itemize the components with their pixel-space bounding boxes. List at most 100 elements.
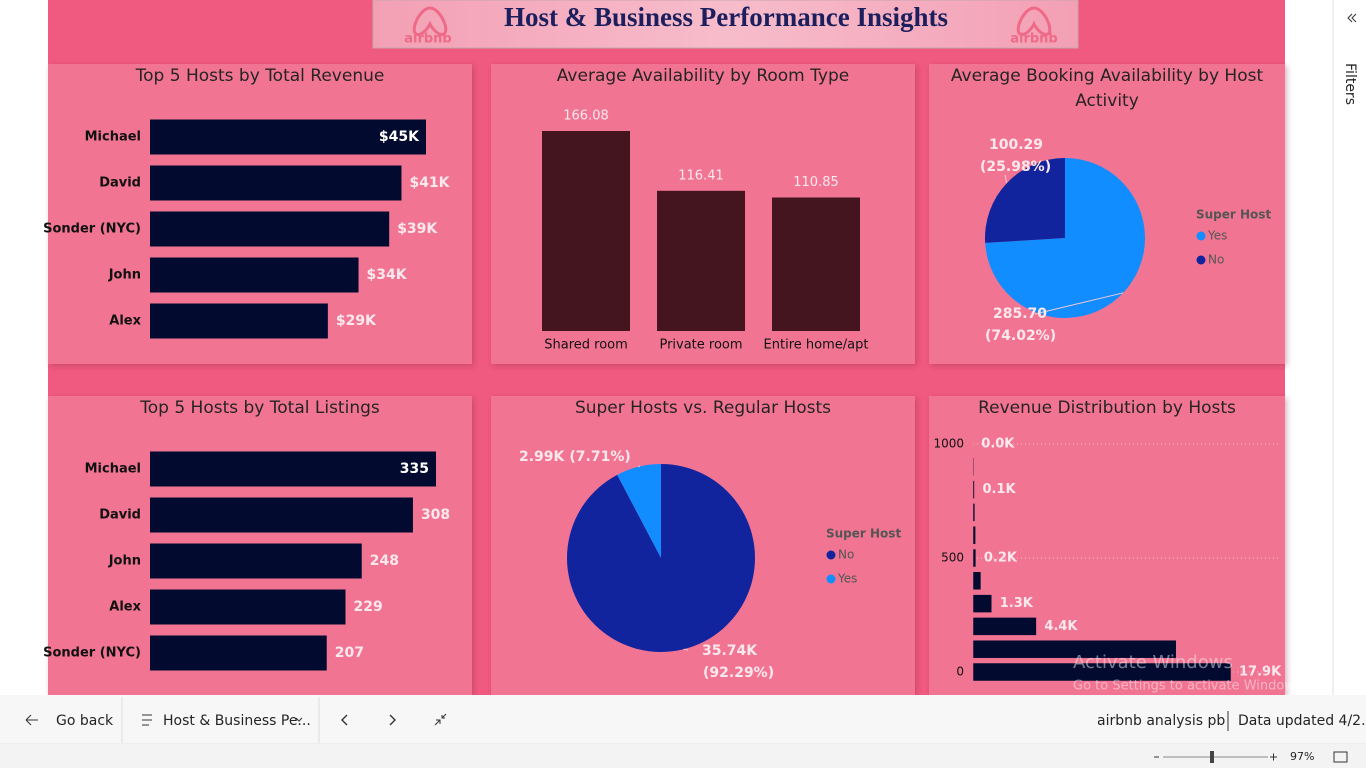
bar bbox=[972, 457, 975, 477]
category-label: Michael bbox=[85, 462, 141, 477]
y-tick-label: 500 bbox=[941, 551, 964, 565]
category-label: Shared room bbox=[544, 338, 628, 353]
data-label: $34K bbox=[367, 267, 408, 283]
leader-line bbox=[1034, 292, 1124, 315]
category-label: Sonder (NYC) bbox=[43, 222, 141, 237]
bar bbox=[150, 589, 346, 625]
legend-label: No bbox=[1208, 253, 1224, 267]
data-label: $39K bbox=[397, 221, 438, 237]
data-label: 335 bbox=[400, 461, 429, 477]
chart-title: Average Booking Availability by Host Act… bbox=[950, 66, 1264, 111]
bar bbox=[150, 635, 327, 671]
value-label: 100.29 bbox=[989, 137, 1043, 153]
bar bbox=[542, 131, 630, 331]
category-label: Entire home/apt bbox=[764, 338, 869, 353]
leader-line bbox=[638, 465, 641, 468]
go-back[interactable]: Go back bbox=[56, 713, 114, 729]
data-label: $45K bbox=[379, 129, 420, 145]
category-label: David bbox=[99, 176, 141, 191]
data-label: 0.0K bbox=[981, 437, 1015, 452]
percent-label: (7.71%) bbox=[569, 449, 630, 465]
logo-text: airbnb bbox=[1010, 32, 1058, 47]
data-label: 166.08 bbox=[563, 109, 609, 124]
category-label: John bbox=[108, 554, 141, 569]
pages-icon[interactable] bbox=[142, 714, 152, 726]
data-label: 1.3K bbox=[1000, 596, 1034, 611]
bar bbox=[150, 303, 328, 339]
data-label: $41K bbox=[409, 175, 450, 191]
pie-slice bbox=[566, 464, 755, 652]
category-label: John bbox=[108, 268, 141, 283]
chart-title: Top 5 Hosts by Total Revenue bbox=[135, 66, 385, 86]
y-tick-label: 1000 bbox=[933, 437, 964, 451]
value-label: 2.99K bbox=[519, 449, 566, 465]
percent-label: (25.98%) bbox=[980, 159, 1051, 175]
chart-title: Top 5 Hosts by Total Listings bbox=[140, 398, 380, 418]
status-bar bbox=[0, 745, 1366, 768]
legend-label: Yes bbox=[1207, 229, 1227, 243]
prev-page[interactable] bbox=[341, 714, 348, 726]
watermark-subtitle: Go to Settings to activate Windows. bbox=[1073, 679, 1306, 694]
data-label: 0.1K bbox=[982, 482, 1016, 497]
data-label: 17.9K bbox=[1239, 665, 1282, 680]
data-label: 308 bbox=[421, 507, 450, 523]
legend-marker bbox=[826, 574, 836, 584]
percent-label: (92.29%) bbox=[703, 665, 774, 681]
logo-text: airbnb bbox=[404, 32, 452, 47]
chevron[interactable] bbox=[295, 717, 303, 722]
value-label: 35.74K bbox=[702, 643, 758, 659]
bar bbox=[972, 480, 975, 499]
bar bbox=[972, 525, 976, 545]
bar bbox=[150, 497, 413, 533]
data-label: 0.2K bbox=[984, 551, 1018, 566]
bar bbox=[972, 503, 976, 522]
zoom-thumb[interactable] bbox=[1210, 751, 1214, 763]
legend-label: Yes bbox=[837, 572, 857, 586]
data-label: 116.41 bbox=[678, 168, 724, 183]
bar bbox=[772, 197, 860, 331]
page-selector[interactable]: Host & Business Pe... bbox=[163, 713, 311, 729]
report-title: Host & Business Performance Insights bbox=[504, 2, 948, 32]
zoom-in[interactable] bbox=[1270, 753, 1277, 761]
value-label: 285.70 bbox=[993, 306, 1047, 322]
legend-marker bbox=[1196, 231, 1206, 241]
chart-title: Super Hosts vs. Regular Hosts bbox=[574, 398, 832, 418]
bar bbox=[972, 617, 1037, 636]
pie-slice bbox=[985, 158, 1145, 318]
legend-label: No bbox=[838, 548, 854, 562]
legend-marker bbox=[1196, 255, 1206, 265]
data-label: 110.85 bbox=[793, 175, 839, 190]
pie-slice bbox=[617, 464, 661, 558]
bar bbox=[972, 548, 977, 568]
bar bbox=[150, 543, 362, 579]
back-icon[interactable] bbox=[25, 714, 38, 726]
data-label: 229 bbox=[354, 599, 383, 615]
category-label: Private room bbox=[659, 338, 742, 353]
chart-title: Revenue Distribution by Hosts bbox=[978, 398, 1236, 418]
bar bbox=[972, 571, 982, 591]
fit-icon[interactable] bbox=[434, 713, 447, 726]
bar bbox=[150, 119, 426, 155]
report-name: airbnb analysis pb bbox=[1097, 713, 1225, 729]
logo bbox=[412, 6, 1052, 37]
zoom-level: 97% bbox=[1290, 750, 1314, 763]
data-label: 207 bbox=[335, 645, 364, 661]
title-bar bbox=[372, 0, 1079, 49]
bar bbox=[972, 662, 1232, 682]
category-label: Alex bbox=[109, 600, 141, 615]
leader-line bbox=[1004, 174, 1008, 184]
leader-line bbox=[683, 648, 689, 651]
chart-title: Average Availability by Room Type bbox=[556, 66, 850, 86]
category-label: Michael bbox=[85, 130, 141, 145]
data-label: 4.4K bbox=[1044, 619, 1078, 634]
fit-page[interactable] bbox=[1333, 751, 1348, 763]
legend-title: Super Host bbox=[826, 527, 901, 541]
next-page[interactable] bbox=[389, 714, 396, 726]
filters-pane[interactable]: Filters bbox=[1342, 63, 1358, 105]
bar bbox=[150, 451, 436, 487]
bar bbox=[150, 257, 359, 293]
category-label: David bbox=[99, 508, 141, 523]
collapse-icon[interactable] bbox=[1347, 13, 1357, 23]
